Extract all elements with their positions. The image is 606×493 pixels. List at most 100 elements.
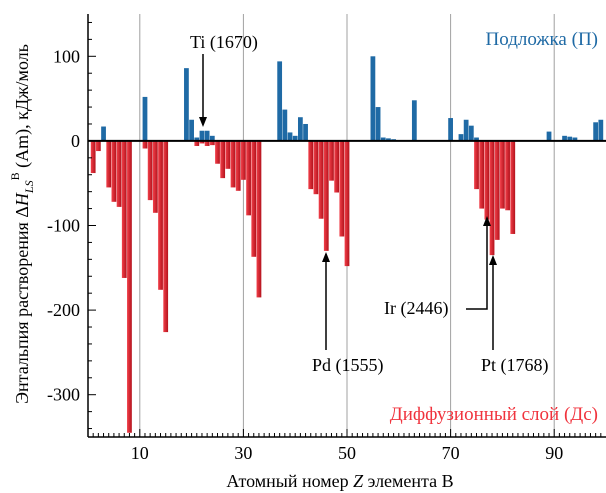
- axis-tick-labels: 10 30 50 70 90 100 0 -100 -200 -300: [47, 46, 563, 463]
- y-axis-label-post: (Am), кДж/моль: [12, 44, 33, 172]
- legend-diffusion-layer: Диффузионный слой (Дс): [390, 404, 598, 425]
- bar-substrate: [546, 131, 552, 141]
- bar-diffusion-layer: [256, 140, 262, 298]
- annotation-ti: Ti (1670): [190, 32, 258, 127]
- bar-substrate: [184, 68, 189, 141]
- bar-diffusion-layer: [220, 140, 226, 179]
- bar-diffusion-layer: [95, 140, 101, 152]
- y-tick-label: -300: [47, 385, 80, 405]
- bar-substrate: [380, 137, 386, 141]
- bar-diffusion-layer: [230, 140, 236, 188]
- axis-ticks: [88, 21, 602, 437]
- bar-diffusion-layer: [489, 140, 495, 256]
- bar-diffusion-layer: [116, 140, 122, 207]
- bar-diffusion-layer: [329, 140, 334, 181]
- bar-substrate: [101, 126, 106, 141]
- bar-diffusion-layer: [246, 140, 251, 216]
- bar-diffusion-layer: [142, 140, 148, 149]
- bar-diffusion-layer: [334, 140, 340, 193]
- bar-substrate: [593, 122, 599, 141]
- annotation-ti-label: Ti (1670): [190, 32, 258, 53]
- x-tick-label: 90: [545, 443, 563, 463]
- bar-diffusion-layer: [152, 140, 158, 213]
- bar-diffusion-layer: [251, 140, 257, 257]
- bar-substrate: [598, 119, 604, 141]
- bar-diffusion-layer: [323, 140, 329, 251]
- x-tick-label: 30: [234, 443, 252, 463]
- x-axis-label-suffix: элемента B: [363, 471, 453, 491]
- bar-diffusion-layer: [199, 140, 205, 144]
- bar-diffusion-layer: [308, 140, 314, 190]
- bar-substrate: [411, 100, 417, 141]
- legend-substrate: Подложка (П): [486, 29, 598, 50]
- annotation-ti-arrowhead: [199, 117, 207, 127]
- bar-substrate: [370, 56, 376, 141]
- y-axis-label-sub: LS: [22, 180, 36, 194]
- bar-diffusion-layer: [318, 140, 324, 219]
- annotation-pd-label: Pd (1555): [312, 355, 384, 376]
- bar-substrate: [209, 135, 215, 141]
- bar-diffusion-layer: [474, 140, 479, 190]
- bar-substrate: [142, 96, 148, 141]
- annotation-pt-label: Pt (1768): [481, 355, 549, 376]
- bar-diffusion-layer: [505, 140, 510, 211]
- annotation-pd-arrowhead: [322, 252, 330, 262]
- bar-diffusion-layer: [111, 140, 117, 202]
- y-axis-label-var: H: [12, 192, 32, 207]
- x-axis-label: Атомный номер Z элемента B: [226, 471, 453, 491]
- x-axis-label-prefix: Атомный номер: [226, 471, 353, 491]
- bar-diffusion-layer: [194, 140, 200, 146]
- y-tick-label: 100: [53, 46, 80, 66]
- bar-diffusion-layer: [510, 140, 516, 234]
- diffusion-layer-bars: [90, 140, 516, 433]
- bar-substrate: [562, 135, 567, 141]
- bar-diffusion-layer: [313, 140, 319, 195]
- bar-diffusion-layer: [147, 140, 153, 201]
- x-axis-label-variable: Z: [353, 471, 364, 491]
- bar-diffusion-layer: [204, 140, 210, 146]
- bar-diffusion-layer: [215, 140, 220, 164]
- bar-substrate: [292, 135, 298, 141]
- bar-diffusion-layer: [163, 140, 169, 333]
- bar-diffusion-layer: [339, 140, 345, 237]
- bar-substrate: [375, 107, 381, 141]
- bar-diffusion-layer: [500, 140, 505, 209]
- bar-diffusion-layer: [235, 140, 241, 191]
- bar-substrate: [277, 61, 283, 141]
- y-axis-label-sup: B: [8, 172, 22, 180]
- bar-substrate: [199, 130, 205, 141]
- bar-substrate: [282, 109, 288, 141]
- annotation-ir-label: Ir (2446): [384, 298, 448, 319]
- y-tick-label: -100: [47, 216, 80, 236]
- y-axis-label-pre: Энтальпия растворения Δ: [12, 206, 32, 404]
- annotation-pt: Pt (1768): [481, 255, 549, 376]
- bar-diffusion-layer: [209, 140, 215, 146]
- bar-substrate: [468, 125, 474, 141]
- bar-diffusion-layer: [121, 140, 127, 278]
- annotation-pd: Pd (1555): [312, 252, 384, 376]
- bar-diffusion-layer: [127, 140, 132, 433]
- substrate-bars: [101, 56, 604, 141]
- x-tick-label: 70: [442, 443, 460, 463]
- bar-substrate: [297, 117, 303, 141]
- y-axis-label: Энтальпия растворения ΔHLSB (Am), кДж/мо…: [8, 44, 36, 404]
- bar-diffusion-layer: [90, 140, 96, 174]
- annotation-ir-arrow: [466, 226, 488, 310]
- bar-substrate: [287, 132, 293, 141]
- bar-diffusion-layer: [241, 140, 246, 180]
- bar-substrate: [458, 134, 464, 141]
- annotation-ir-arrowhead: [483, 216, 491, 226]
- bar-substrate: [463, 119, 469, 141]
- bar-substrate: [189, 119, 194, 141]
- bar-substrate: [194, 137, 200, 141]
- bar-substrate: [567, 136, 573, 141]
- bar-substrate: [572, 137, 578, 141]
- bar-diffusion-layer: [494, 140, 500, 240]
- bar-substrate: [386, 138, 391, 141]
- bar-diffusion-layer: [479, 140, 485, 209]
- bar-diffusion-layer: [225, 140, 231, 169]
- annotation-ir: Ir (2446): [384, 216, 491, 319]
- y-tick-label: 0: [71, 131, 80, 151]
- bar-substrate: [474, 137, 479, 141]
